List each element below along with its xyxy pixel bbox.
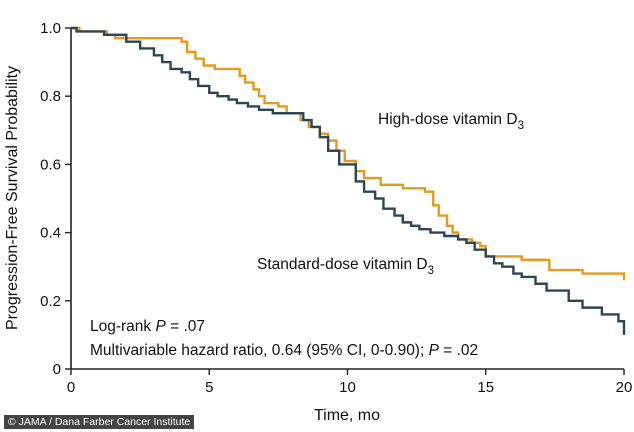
y-axis-title: Progression-Free Survival Probability bbox=[4, 66, 21, 330]
y-tick-label: 0 bbox=[53, 361, 61, 378]
hazard-ratio-annotation: Multivariable hazard ratio, 0.64 (95% CI… bbox=[90, 342, 478, 359]
logrank-annotation: Log-rank P = .07 bbox=[90, 318, 205, 335]
x-tick-label: 15 bbox=[477, 379, 494, 396]
image-credit: © JAMA / Dana Farber Cancer Institute bbox=[4, 415, 195, 429]
y-tick-label: 0.6 bbox=[40, 156, 61, 173]
x-tick-label: 20 bbox=[616, 379, 633, 396]
series-label-high-dose: High-dose vitamin D3 bbox=[378, 111, 524, 132]
y-tick-label: 0.8 bbox=[40, 88, 61, 105]
y-ticks: 0 0.2 0.4 0.6 0.8 1.0 bbox=[40, 20, 71, 378]
x-tick-label: 5 bbox=[205, 379, 213, 396]
y-tick-label: 0.2 bbox=[40, 293, 61, 310]
x-ticks: 0 5 10 15 20 bbox=[67, 369, 633, 396]
y-tick-label: 0.4 bbox=[40, 225, 61, 242]
series-line-standard-dose bbox=[71, 26, 626, 335]
series-label-standard-dose: Standard-dose vitamin D3 bbox=[257, 256, 434, 277]
y-tick-label: 1.0 bbox=[40, 20, 61, 37]
x-tick-label: 10 bbox=[339, 379, 356, 396]
x-tick-label: 0 bbox=[67, 379, 75, 396]
series-line-high-dose bbox=[71, 26, 626, 281]
x-axis-title: Time, mo bbox=[314, 407, 380, 424]
